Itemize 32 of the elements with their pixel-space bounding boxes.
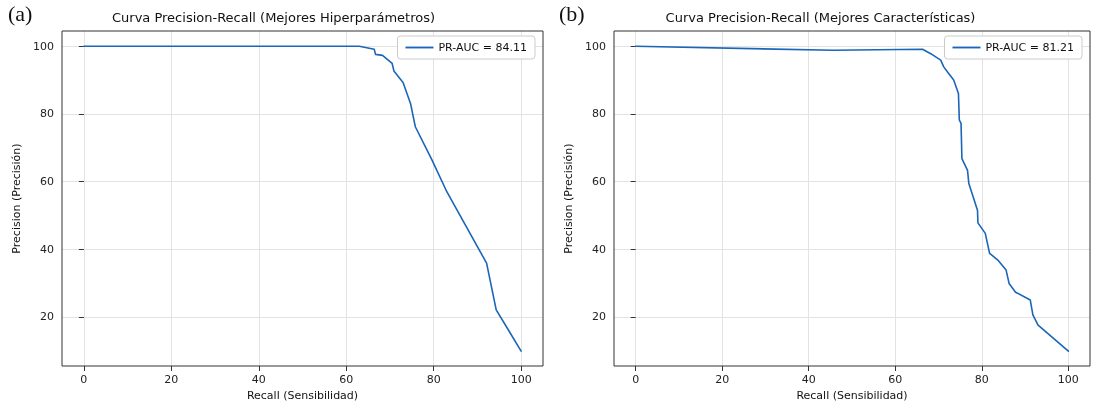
legend-label: PR-AUC = 84.11 <box>438 41 527 54</box>
x-tick-label: 100 <box>510 373 532 386</box>
x-axis-title: Recall (Sensibilidad) <box>796 389 908 402</box>
y-tick-label: 20 <box>592 310 606 324</box>
y-tick-label: 60 <box>592 175 606 189</box>
y-tick-label: 100 <box>585 39 606 53</box>
x-tick-label: 0 <box>80 373 88 386</box>
y-axis-title: Precision (Precisión) <box>562 143 576 254</box>
x-tick-label: 80 <box>974 373 989 386</box>
y-tick-label: 60 <box>40 175 54 189</box>
y-tick-label: 40 <box>40 242 54 256</box>
y-tick-label: 80 <box>592 107 606 121</box>
x-tick-label: 40 <box>251 373 266 386</box>
y-tick-label: 80 <box>40 107 54 121</box>
y-tick-label: 40 <box>592 242 606 256</box>
text: (b) <box>559 0 585 26</box>
x-tick-label: 80 <box>426 373 441 386</box>
x-tick-label: 60 <box>888 373 903 386</box>
y-tick-label: 20 <box>40 310 54 324</box>
x-tick-label: 20 <box>715 373 730 386</box>
x-tick-label: 60 <box>339 373 354 386</box>
x-tick-label: 40 <box>801 373 816 386</box>
y-tick-label: 100 <box>33 39 54 53</box>
chart-title: Curva Precision-Recall (Mejores Características) <box>665 10 976 25</box>
chart-title: Curva Precision-Recall (Mejores Hiperparámetros) <box>111 10 436 25</box>
x-tick-label: 100 <box>1057 373 1079 386</box>
y-axis-title: Precision (Precisión) <box>10 143 24 254</box>
x-tick-label: 0 <box>632 373 640 386</box>
x-tick-label: 20 <box>164 373 179 386</box>
text: (a) <box>8 0 33 26</box>
x-axis-title: Recall (Sensibilidad) <box>246 389 359 402</box>
legend-label: PR-AUC = 81.21 <box>985 41 1074 54</box>
